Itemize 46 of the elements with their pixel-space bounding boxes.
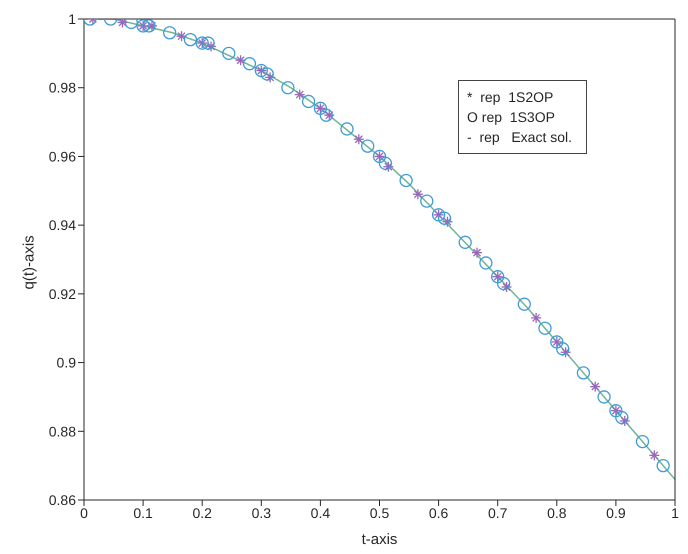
x-tick-label: 0.8: [547, 504, 567, 521]
point: [656, 458, 670, 472]
point: [361, 139, 374, 153]
y-tick-label: 0.9: [56, 354, 76, 371]
x-tick-label: 0.9: [606, 504, 626, 521]
point: [281, 81, 295, 94]
y-tick-label: 0.94: [48, 217, 76, 234]
point: [163, 26, 176, 40]
point: [479, 256, 493, 270]
y-tick-label: 0.86: [48, 492, 76, 508]
point: [242, 57, 256, 70]
x-tick-label: 0.1: [133, 504, 154, 521]
point: [222, 46, 236, 60]
x-tick-label: 0.7: [488, 504, 508, 521]
y-tick-label: 1: [68, 10, 76, 27]
point: [636, 434, 650, 448]
y-tick-label: 0.88: [48, 423, 76, 440]
y-tick-label: 0.98: [48, 80, 76, 96]
x-tick-label: 1: [671, 504, 680, 521]
annotation: * rep 1S2OP: [467, 88, 554, 107]
point: [399, 174, 413, 188]
y-tick-label: 0.92: [48, 286, 76, 302]
point: [302, 94, 316, 108]
point: [340, 122, 354, 136]
point: [518, 298, 531, 311]
y-tick-label: 0.96: [48, 148, 76, 164]
x-tick-label: 0.5: [370, 504, 390, 521]
x-tick-label: 0: [80, 504, 88, 521]
x-tick-label: 0.2: [192, 504, 212, 521]
point: [615, 410, 628, 424]
point: [597, 390, 611, 404]
point: [458, 236, 472, 249]
point: [556, 342, 570, 356]
x-tick-label: 0.6: [428, 504, 449, 521]
x-axis-title: t-axis: [362, 531, 398, 548]
point: [184, 32, 198, 46]
point: [576, 366, 590, 380]
annotation: O rep 1S3OP: [467, 108, 556, 127]
annotation: - rep Exact sol.: [467, 128, 572, 147]
point: [496, 276, 510, 290]
x-tick-label: 0.4: [310, 504, 330, 521]
point: [378, 156, 392, 170]
y-axis-title: q(t)-axis: [20, 235, 38, 290]
point: [538, 322, 552, 335]
x-tick-label: 0.3: [252, 504, 272, 521]
point: [420, 194, 434, 208]
